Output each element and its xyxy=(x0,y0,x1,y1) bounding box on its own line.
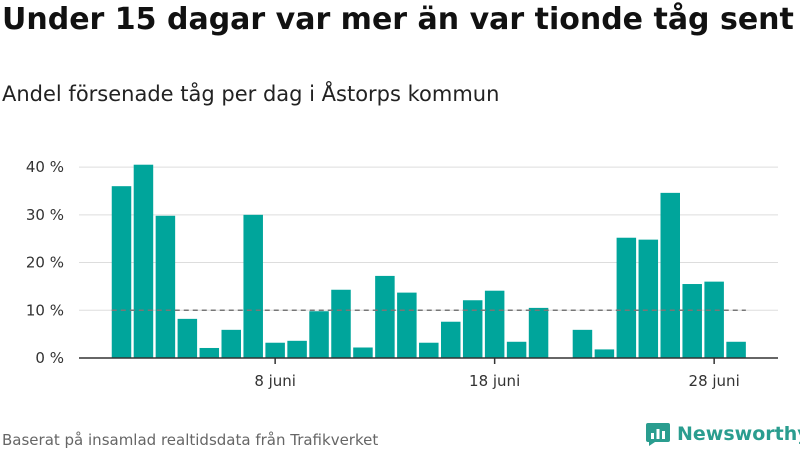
y-tick-label: 10 % xyxy=(26,301,64,319)
chart-title: Under 15 dagar var mer än var tionde tåg… xyxy=(2,2,794,37)
x-tick-label: 18 juni xyxy=(469,372,520,390)
brand-name: Newsworthy xyxy=(677,423,800,445)
bar xyxy=(177,318,198,358)
bar xyxy=(309,311,329,358)
y-tick-label: 20 % xyxy=(26,254,64,272)
x-tick-label: 8 juni xyxy=(254,372,296,390)
bar xyxy=(133,164,154,358)
bar xyxy=(419,342,439,358)
source-note: Baserat på insamlad realtidsdata från Tr… xyxy=(2,431,379,449)
y-tick-label: 0 % xyxy=(35,349,64,367)
bar xyxy=(353,347,373,358)
bar xyxy=(726,341,746,358)
chart-subtitle: Andel försenade tåg per dag i Åstorps ko… xyxy=(2,82,500,106)
bar xyxy=(243,214,263,358)
bar xyxy=(682,284,702,358)
bar xyxy=(594,349,615,358)
bar xyxy=(199,347,220,358)
bar xyxy=(572,329,593,358)
bar xyxy=(506,341,527,358)
brand-logo: Newsworthy xyxy=(645,419,800,449)
bar xyxy=(111,186,132,358)
bar xyxy=(704,281,724,358)
x-tick-label: 28 juni xyxy=(689,372,740,390)
bar xyxy=(616,237,637,358)
bar xyxy=(638,239,659,358)
y-tick-label: 30 % xyxy=(26,206,64,224)
bar xyxy=(375,275,395,358)
newsworthy-logo-icon xyxy=(646,423,670,446)
y-tick-label: 40 % xyxy=(26,158,64,176)
bar xyxy=(528,307,549,358)
bar xyxy=(397,292,417,358)
bar-chart: 0 % 10 % 20 % 30 % 40 % 8 juni 18 juni 28 juni xyxy=(26,158,778,390)
bar xyxy=(287,340,307,358)
bar xyxy=(462,300,483,358)
bar xyxy=(441,321,461,358)
bar xyxy=(331,289,351,358)
bar xyxy=(660,192,680,358)
bar xyxy=(155,215,176,358)
bar xyxy=(484,290,505,358)
bar xyxy=(265,342,285,358)
bar xyxy=(221,329,241,358)
